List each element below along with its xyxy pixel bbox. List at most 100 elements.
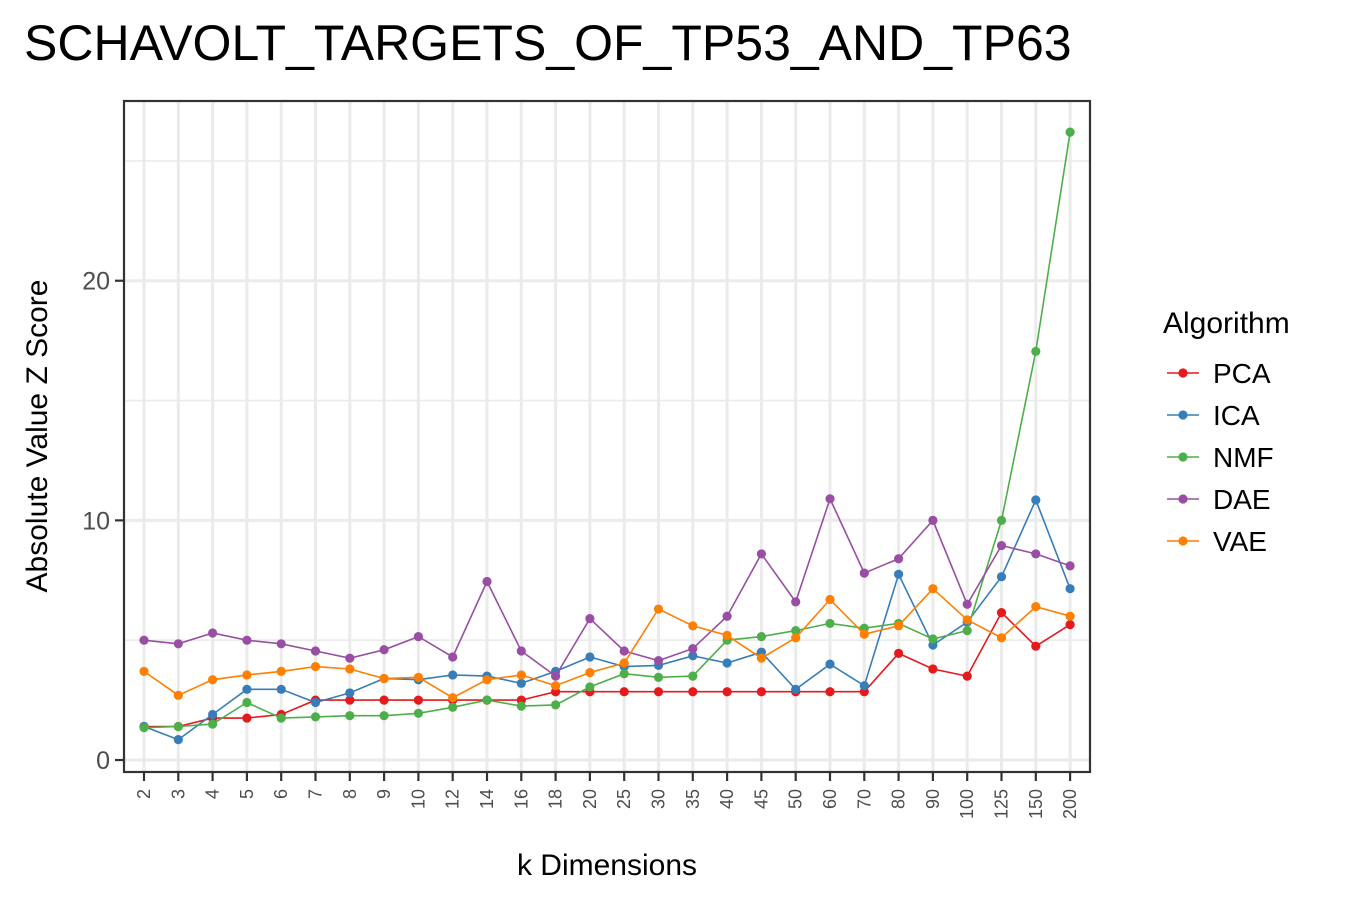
data-point-nmf <box>208 719 218 729</box>
series-dae <box>139 494 1075 681</box>
data-point-nmf <box>516 701 526 711</box>
data-point-dae <box>791 597 801 607</box>
data-point-vae <box>653 604 664 614</box>
x-tick-label: 70 <box>854 789 874 809</box>
data-point-vae <box>551 681 561 691</box>
data-point-ica <box>894 569 904 579</box>
series-line-vae <box>143 587 1071 699</box>
data-point-vae <box>825 594 835 605</box>
x-tick-label: 12 <box>443 789 463 809</box>
series-line-dae <box>143 496 1071 678</box>
data-point-pca <box>345 695 355 705</box>
data-point-dae <box>1065 561 1075 571</box>
data-point-dae <box>928 515 938 525</box>
x-tick-label: 16 <box>511 789 531 809</box>
data-point-vae <box>619 658 629 668</box>
data-point-nmf <box>345 711 355 721</box>
data-point-vae <box>894 621 904 631</box>
legend: Algorithm PCA ICA NMF DAE VAE <box>1163 307 1290 557</box>
legend-label: NMF <box>1213 442 1274 473</box>
series-ica <box>139 495 1075 745</box>
data-point-ica <box>722 658 732 668</box>
data-point-dae <box>379 645 389 655</box>
data-point-nmf <box>482 695 492 705</box>
data-point-nmf <box>276 713 286 723</box>
data-point-vae <box>345 664 355 674</box>
data-point-nmf <box>756 632 767 642</box>
data-point-vae <box>379 673 389 684</box>
legend-title: Algorithm <box>1163 307 1290 340</box>
data-point-nmf <box>928 634 938 644</box>
legend-key-point <box>1178 536 1188 546</box>
data-point-nmf <box>139 723 149 733</box>
y-tick-label: 20 <box>82 268 110 296</box>
data-point-nmf <box>379 711 389 721</box>
data-point-vae <box>1031 602 1041 612</box>
x-axis-title: k Dimensions <box>517 849 697 882</box>
data-point-nmf <box>825 618 835 629</box>
series-layer <box>139 127 1075 745</box>
x-tick-label: 7 <box>306 789 326 799</box>
x-tick-label: 3 <box>168 789 188 799</box>
data-point-dae <box>894 554 904 564</box>
legend-item-nmf: NMF <box>1167 442 1274 473</box>
legend-item-dae: DAE <box>1167 484 1271 515</box>
x-tick-label: 30 <box>649 789 669 809</box>
x-tick-label: 35 <box>683 789 703 809</box>
legend-key-point <box>1178 410 1188 420</box>
data-point-dae <box>448 652 458 662</box>
y-tick-label: 0 <box>96 747 110 775</box>
data-point-pca <box>413 695 423 705</box>
data-point-nmf <box>448 702 458 712</box>
data-point-nmf <box>242 697 252 708</box>
legend-key-point <box>1178 494 1188 504</box>
data-point-dae <box>722 611 732 621</box>
x-tick-label: 10 <box>408 789 428 809</box>
data-point-dae <box>688 643 698 654</box>
legend-item-vae: VAE <box>1167 526 1267 557</box>
data-point-nmf <box>1065 127 1075 137</box>
data-point-vae <box>722 630 732 641</box>
chart-title: SCHAVOLT_TARGETS_OF_TP53_AND_TP63 <box>24 15 1072 71</box>
data-point-vae <box>1065 611 1075 621</box>
x-tick-label: 18 <box>546 789 566 809</box>
data-point-ica <box>345 688 355 698</box>
data-point-dae <box>516 646 526 656</box>
data-point-pca <box>653 687 664 697</box>
x-tick-label: 40 <box>717 789 737 809</box>
legend-key-point <box>1178 452 1188 462</box>
data-point-nmf <box>173 721 183 732</box>
data-point-dae <box>345 653 355 663</box>
data-point-vae <box>859 629 869 639</box>
legend-item-pca: PCA <box>1167 358 1271 389</box>
data-point-dae <box>139 635 149 645</box>
legend-label: PCA <box>1213 358 1271 389</box>
y-axis-title: Absolute Value Z Score <box>21 280 54 593</box>
data-point-pca <box>379 695 389 705</box>
x-tick-label: 2 <box>134 789 154 799</box>
data-point-pca <box>619 687 629 697</box>
x-tick-label: 60 <box>820 789 840 809</box>
data-point-dae <box>619 646 629 656</box>
data-point-pca <box>1065 620 1075 630</box>
data-point-dae <box>585 614 595 624</box>
data-point-ica <box>688 651 698 661</box>
data-point-pca <box>756 687 767 697</box>
data-point-vae <box>242 670 252 680</box>
data-point-dae <box>276 639 286 649</box>
data-point-nmf <box>962 626 972 636</box>
data-point-ica <box>1065 584 1075 594</box>
x-tick-label: 6 <box>271 789 291 799</box>
data-point-vae <box>310 661 321 672</box>
data-point-nmf <box>310 712 321 722</box>
data-point-nmf <box>551 700 561 710</box>
data-point-dae <box>173 639 183 649</box>
data-point-ica <box>208 709 218 720</box>
data-point-vae <box>208 675 218 685</box>
legend-key-point <box>1178 368 1188 378</box>
x-tick-label: 45 <box>751 789 771 809</box>
data-point-vae <box>173 690 183 700</box>
data-point-pca <box>928 664 938 674</box>
data-point-nmf <box>1031 346 1041 357</box>
